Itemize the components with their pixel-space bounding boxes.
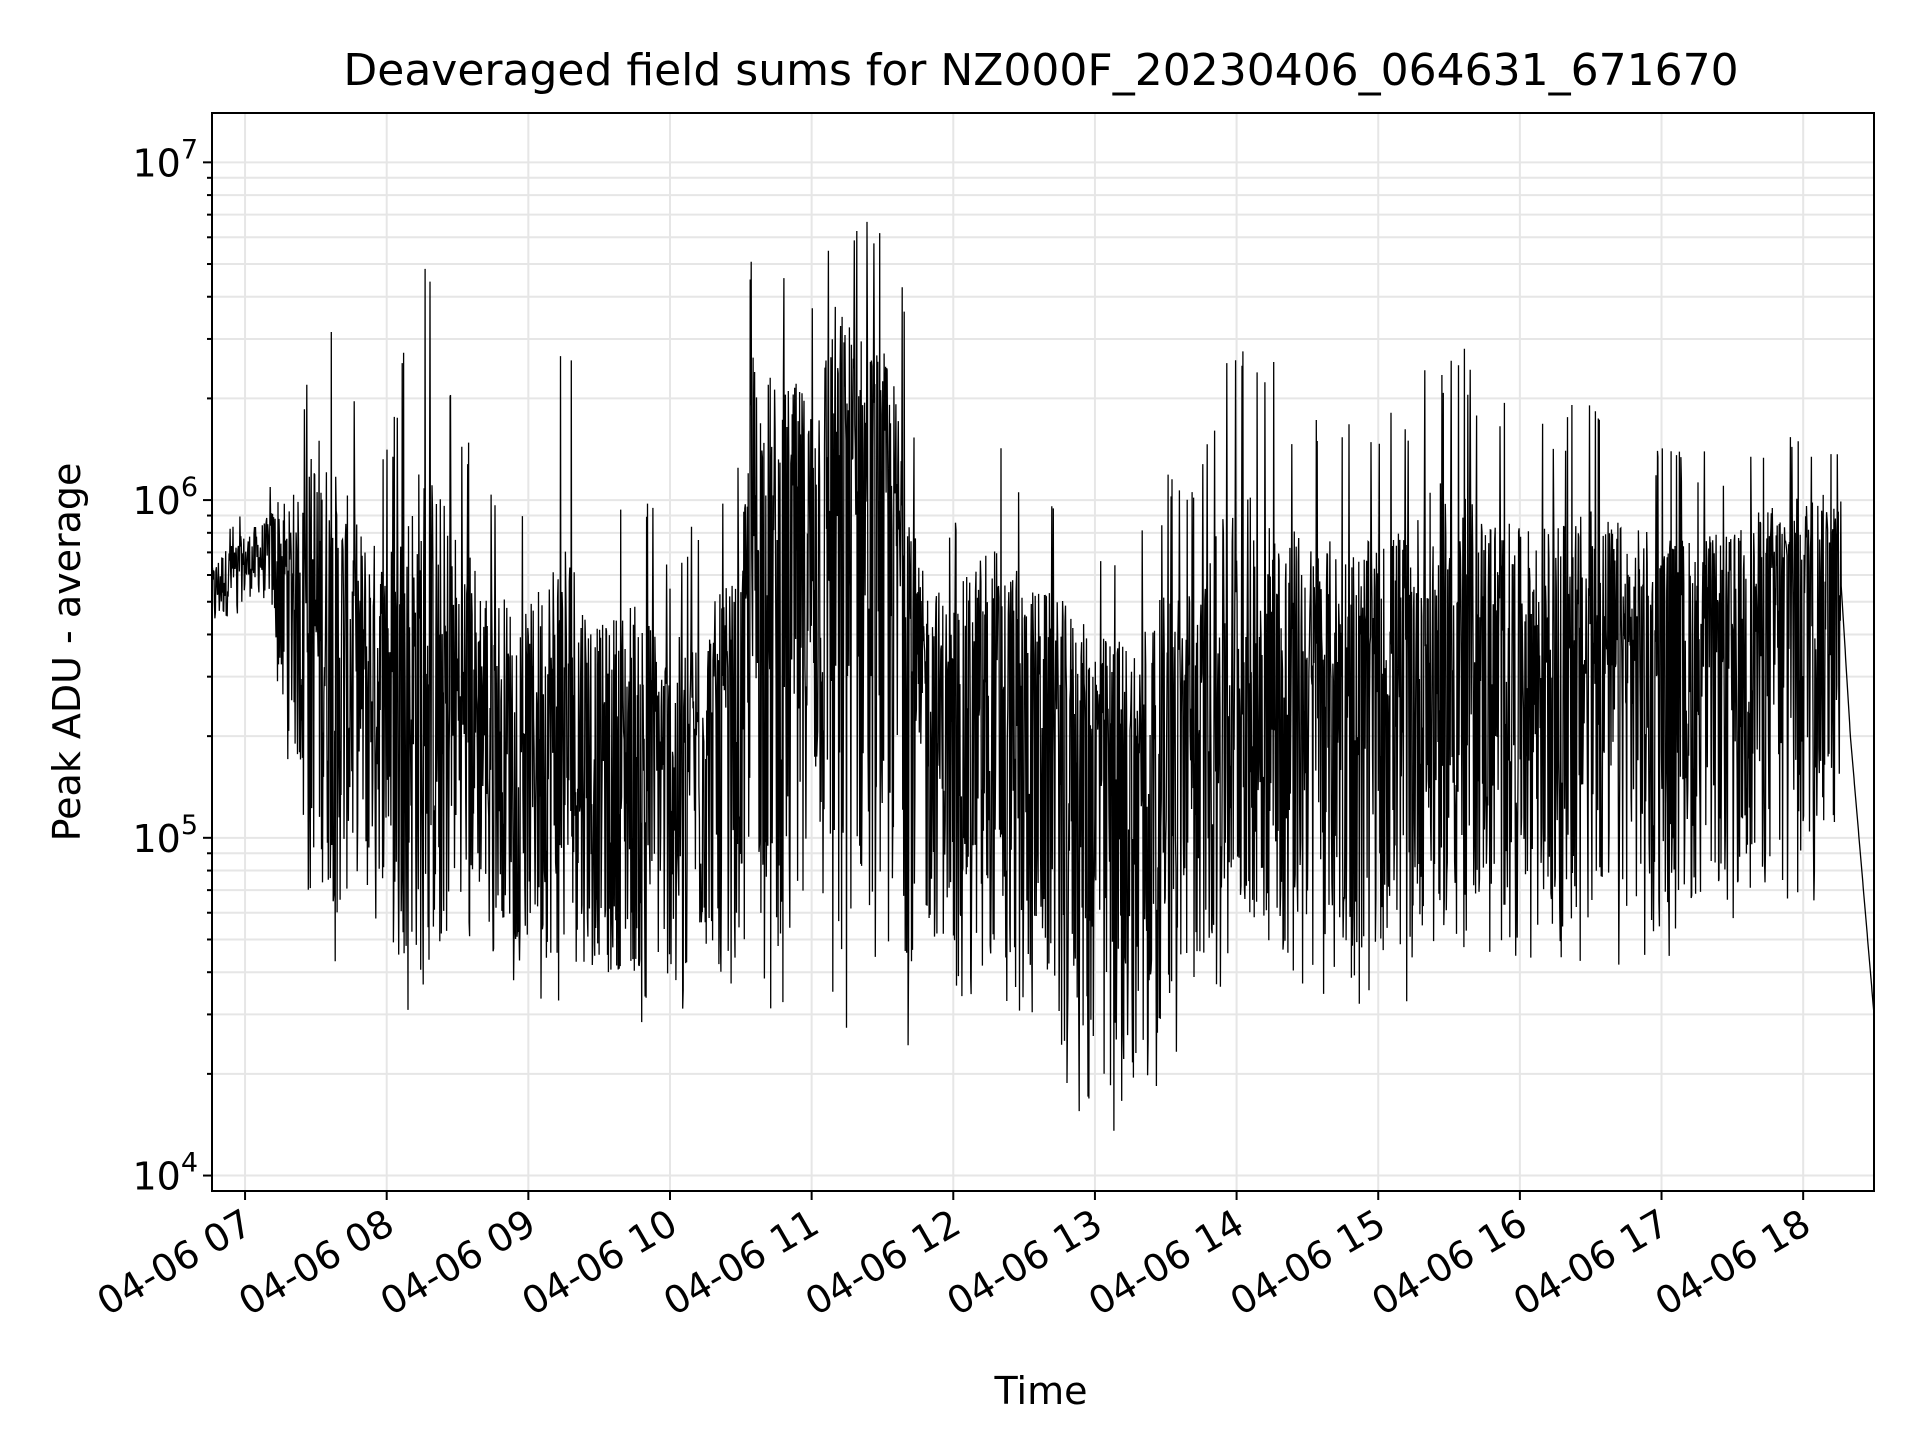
x-axis-label: Time [994, 1369, 1088, 1413]
series-line [211, 221, 1875, 1131]
y-axis-label: Peak ADU - average [45, 463, 89, 842]
y-tick-exponent: 5 [181, 810, 198, 841]
y-tick-exponent: 4 [181, 1148, 198, 1179]
y-tick-base: 10 [132, 141, 180, 185]
y-tick-label: 106 [132, 472, 198, 523]
y-tick-base: 10 [132, 1155, 180, 1199]
y-tick-exponent: 7 [181, 134, 198, 165]
y-tick-base: 10 [132, 817, 180, 861]
series-line-layer [211, 221, 1875, 1131]
y-tick-label: 105 [132, 810, 198, 861]
y-tick-label: 104 [132, 1148, 198, 1199]
y-tick-base: 10 [132, 479, 180, 523]
plot-frame [211, 112, 1875, 1192]
chart-title: Deaveraged field sums for NZ000F_2023040… [343, 45, 1738, 96]
y-tick-exponent: 6 [181, 472, 198, 503]
y-tick-label: 107 [132, 134, 198, 185]
